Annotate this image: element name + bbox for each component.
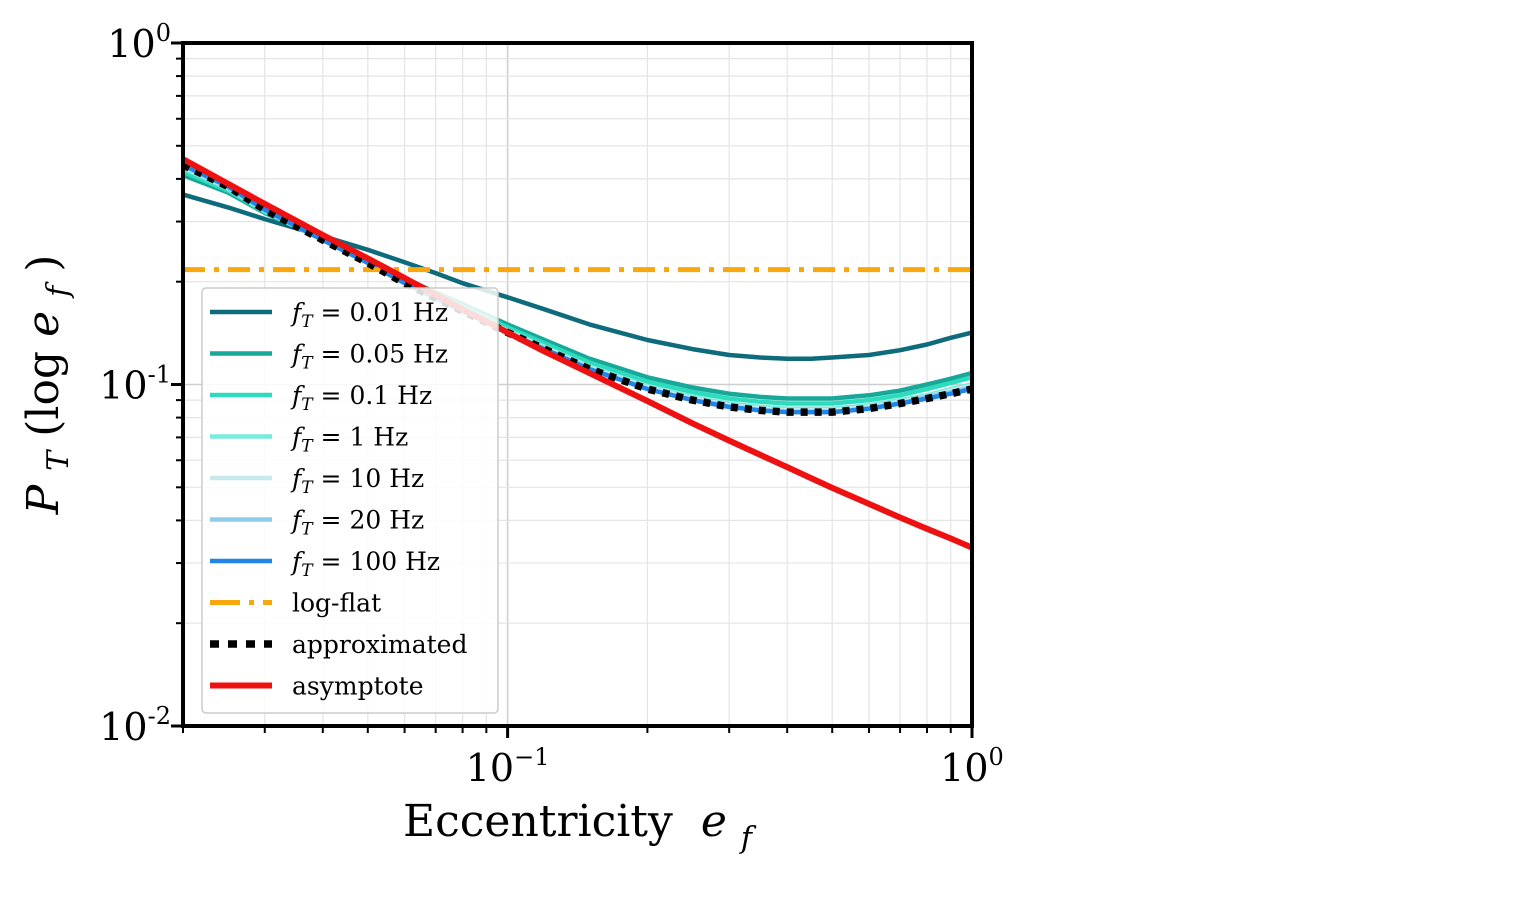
legend-label-5: fT = 20 Hz: [290, 506, 424, 540]
y-tick-label: 100: [107, 19, 171, 66]
legend-label-f: f: [290, 506, 305, 535]
series-line-0: [183, 192, 972, 361]
legend-label-0: fT = 0.01 Hz: [290, 298, 448, 332]
legend-label-f: f: [290, 464, 305, 493]
legend-label-t: T: [301, 437, 314, 457]
series-lines: [183, 156, 972, 551]
y-tick-label-base: 10: [99, 364, 147, 408]
y-axis-label-e: e: [18, 311, 69, 337]
series-line-6: [183, 162, 972, 415]
x-tick-label-base: 10: [940, 746, 988, 790]
legend-label-8: approximated: [292, 630, 467, 659]
y-axis-label-open: (log: [18, 337, 69, 437]
x-tick-label-exp: −1: [514, 743, 549, 771]
x-tick-label-exp: 0: [989, 743, 1004, 771]
legend-label-3: fT = 1 Hz: [290, 423, 408, 457]
legend-label-rest: = 0.1 Hz: [313, 381, 433, 410]
y-axis-label-close: ): [18, 255, 69, 272]
legend-box: [201, 287, 499, 714]
legend-label-1: fT = 0.05 Hz: [290, 340, 448, 374]
legend-label-rest: = 0.05 Hz: [313, 340, 448, 369]
y-axis-label: P T (log e f ): [18, 255, 79, 516]
legend-label-t: T: [301, 354, 314, 374]
legend-label-9: asymptote: [292, 672, 424, 701]
legend-label-rest: = 0.01 Hz: [313, 298, 448, 327]
legend-label-rest: = 100 Hz: [313, 547, 440, 576]
x-tick-label: 10−1: [466, 743, 550, 790]
legend-label-7: log-flat: [292, 589, 381, 618]
x-axis-label-var: e: [701, 796, 727, 847]
legend-label-f: f: [290, 340, 305, 369]
legend-label-rest: = 10 Hz: [313, 464, 425, 493]
legend-label-f: f: [290, 381, 305, 410]
legend-label-f: f: [290, 298, 305, 327]
legend-label-t: T: [301, 520, 314, 540]
x-axis-label-sub: f: [739, 821, 757, 856]
y-axis-label-p: P: [18, 483, 69, 515]
legend-label-t: T: [301, 395, 314, 415]
legend-label-t: T: [301, 478, 314, 498]
legend-label-2: fT = 0.1 Hz: [290, 381, 432, 415]
y-tick-label-exp: 0: [156, 19, 171, 47]
legend-label-rest: = 1 Hz: [313, 423, 409, 452]
legend-label-t: T: [301, 312, 314, 332]
series-line-9: [183, 156, 972, 551]
y-axis-label-f: f: [41, 281, 76, 299]
y-tick-label-exp: -1: [148, 361, 171, 389]
y-tick-label-exp: -2: [148, 702, 171, 730]
y-axis-label-t: T: [41, 449, 76, 471]
y-tick-label-base: 10: [107, 22, 155, 66]
legend-label-rest: = 20 Hz: [313, 506, 425, 535]
x-axis-label-text: Eccentricity: [403, 796, 673, 847]
x-axis-label: Eccentricity e f: [403, 796, 757, 856]
legend-label-4: fT = 10 Hz: [290, 464, 424, 498]
x-tick-label: 100: [940, 743, 1004, 790]
legend-label-f: f: [290, 423, 305, 452]
y-tick-label: 10-2: [99, 702, 171, 749]
y-tick-label: 10-1: [99, 361, 171, 408]
legend-label-f: f: [290, 547, 305, 576]
x-tick-label-base: 10: [466, 746, 514, 790]
y-tick-label-base: 10: [99, 705, 147, 749]
legend-label-6: fT = 100 Hz: [290, 547, 440, 581]
legend-label-t: T: [301, 561, 314, 581]
